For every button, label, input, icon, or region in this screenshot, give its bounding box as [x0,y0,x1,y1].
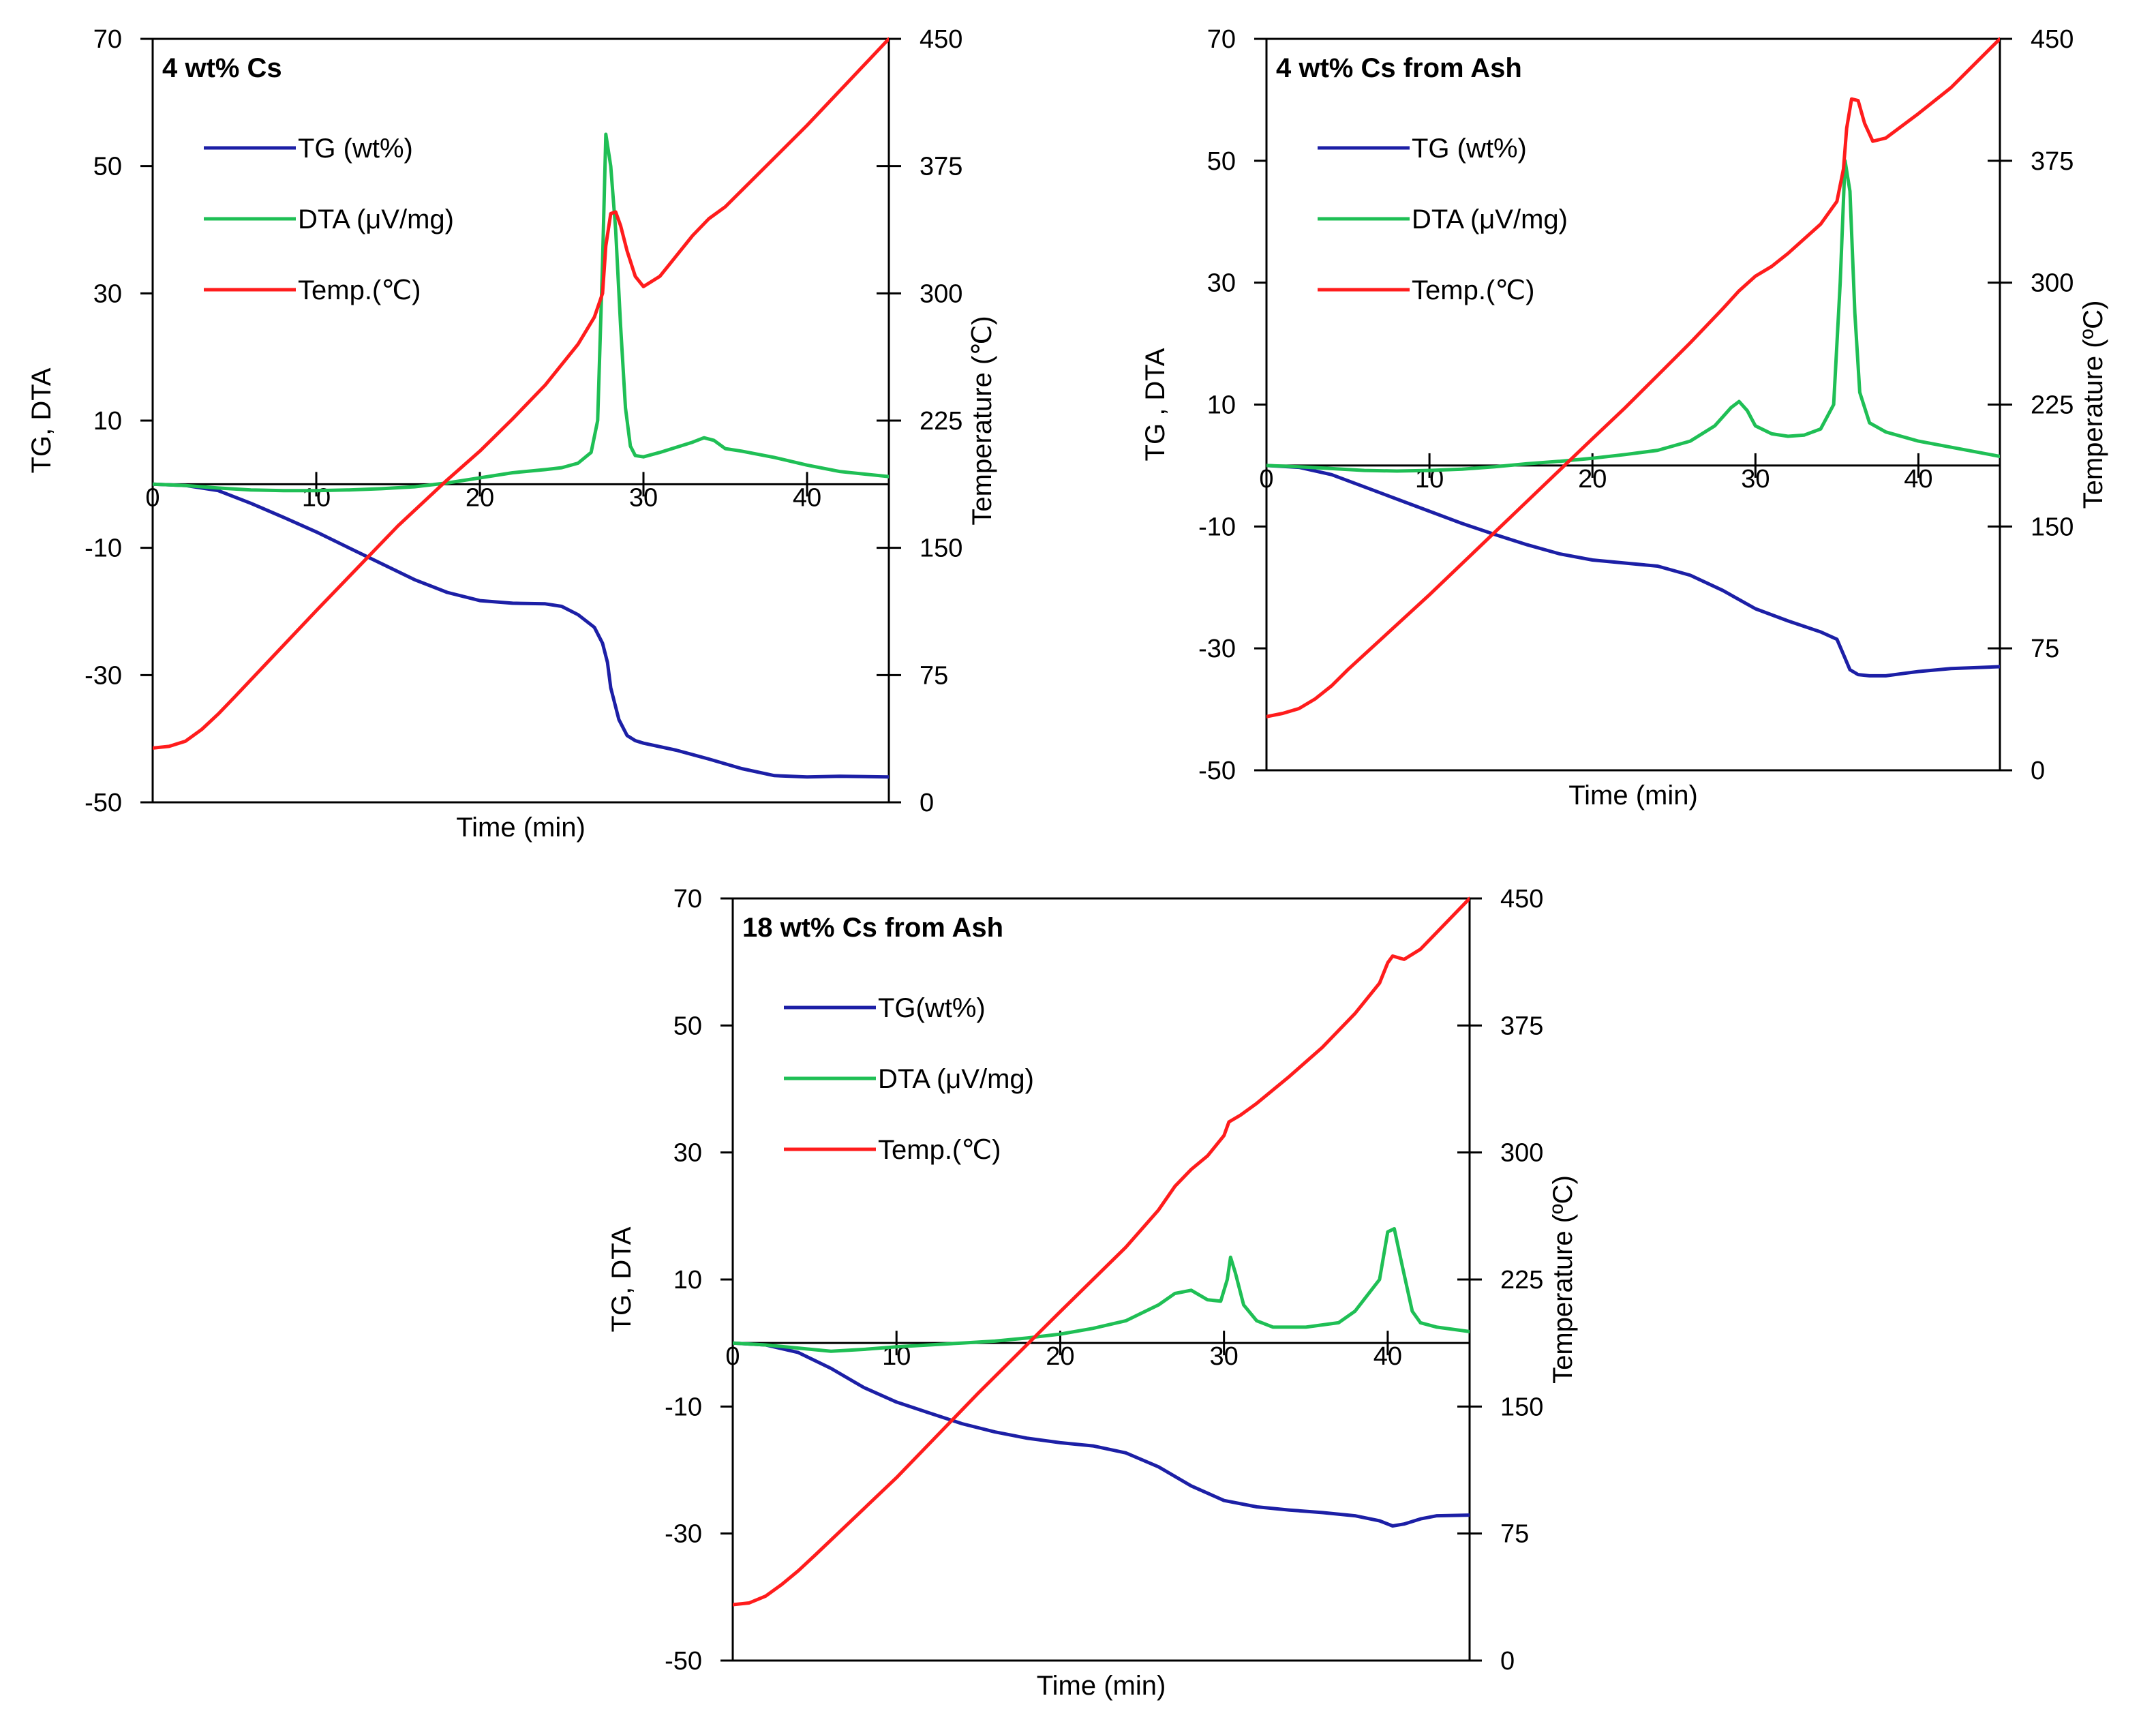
y2-tick-label: 300 [2031,269,2074,298]
legend-label: DTA (μV/mg) [1412,205,1568,234]
y2-tick-label: 150 [1500,1393,1543,1421]
x-tick-label: 30 [1741,465,1770,494]
y2-tick-label: 0 [1500,1647,1515,1676]
series-line-tg [153,482,889,779]
x-tick-label: 20 [1578,465,1607,494]
y-axis-label: TG, DTA [27,367,57,473]
y2-tick-label: 0 [920,789,934,817]
series-line-dta [733,1227,1470,1353]
legend-label: DTA (μV/mg) [298,205,454,234]
legend-label: Temp.(℃) [298,275,421,305]
y-tick-label: -30 [665,1520,702,1549]
y-tick-label: 30 [1207,269,1236,298]
y-tick-label: 50 [1207,147,1236,176]
y2-tick-label: 300 [1500,1139,1543,1168]
y-tick-label: -50 [1198,757,1236,785]
y-tick-label: 70 [673,885,702,913]
x-tick-label: 10 [302,483,331,512]
y2-tick-label: 225 [920,407,962,436]
series-line-dta [153,132,889,493]
x-tick-label: 30 [1210,1342,1239,1371]
y2-tick-label: 450 [1500,885,1543,913]
series-line-tg [733,1341,1470,1528]
x-tick-label: 0 [1259,465,1273,494]
y2-tick-label: 0 [2031,757,2045,785]
chart-panel-1: -50 -30 -10 10 30 50 70 0 75 150 225 300 375 450 0 10 20… [27,25,997,843]
series-line-temp [153,37,889,750]
y-tick-label: 10 [1207,391,1236,420]
x-tick-label: 40 [1373,1342,1402,1371]
y2-tick-label: 300 [920,279,962,308]
y-tick-label: -10 [665,1393,702,1421]
legend-label: Temp.(℃) [878,1135,1001,1165]
chart-title: 4 wt% Cs from Ash [1276,53,1522,83]
y2-tick-label: 75 [1500,1520,1529,1549]
y-tick-label: 50 [93,153,122,181]
x-tick-label: 20 [1046,1342,1074,1371]
x-tick-label: 0 [145,483,160,512]
y2-tick-label: 150 [920,534,962,563]
legend-label: TG (wt%) [1412,134,1527,164]
y-tick-label: 50 [673,1012,702,1040]
y-tick-label: 70 [93,25,122,54]
y-tick-label: 30 [673,1139,702,1168]
x-tick-label: 0 [725,1342,740,1371]
x-tick-label: 30 [629,483,658,512]
y2-tick-label: 225 [1500,1266,1543,1294]
legend-label: DTA (μV/mg) [878,1064,1034,1094]
y-tick-label: -10 [1198,513,1236,541]
legend-label: TG (wt%) [298,134,413,164]
y2-axis-label: Temperature (ºC) [2078,301,2108,509]
series-line-tg [1266,464,2000,678]
y2-tick-label: 150 [2031,513,2074,541]
chart-title: 4 wt% Cs [162,53,282,83]
legend-label: Temp.(℃) [1412,275,1535,305]
y2-tick-label: 75 [2031,635,2059,663]
x-axis-label: Time (min) [1568,781,1698,811]
y-tick-label: -30 [1198,635,1236,663]
y2-tick-label: 375 [2031,147,2074,176]
y-tick-label: -10 [85,534,122,563]
y-tick-label: -50 [85,789,122,817]
y-tick-label: -30 [85,661,122,690]
x-tick-label: 40 [793,483,821,512]
y2-tick-label: 75 [920,661,948,690]
x-axis-label: Time (min) [456,813,586,843]
y2-tick-label: 450 [2031,25,2074,54]
x-tick-label: 40 [1904,465,1932,494]
y-axis-label: TG, DTA [607,1226,637,1332]
legend-label: TG(wt%) [878,993,986,1023]
y-tick-label: 10 [93,407,122,436]
x-axis-label: Time (min) [1037,1671,1166,1701]
y2-axis-label: Temperature (ºC) [1548,1175,1578,1384]
series-line-dta [1266,159,2000,473]
chart-title: 18 wt% Cs from Ash [742,913,1003,943]
y2-tick-label: 375 [920,153,962,181]
y2-tick-label: 375 [1500,1012,1543,1040]
series-line-temp [1266,37,2000,718]
y2-tick-label: 450 [920,25,962,54]
y-tick-label: 70 [1207,25,1236,54]
y-tick-label: 30 [93,279,122,308]
y-tick-label: 10 [673,1266,702,1294]
y2-axis-label: Temperature (℃) [967,316,997,525]
y-axis-label: TG , DTA [1140,348,1170,461]
y2-tick-label: 225 [2031,391,2074,420]
y-tick-label: -50 [665,1647,702,1676]
series-line-temp [733,896,1470,1607]
x-tick-label: 20 [466,483,494,512]
